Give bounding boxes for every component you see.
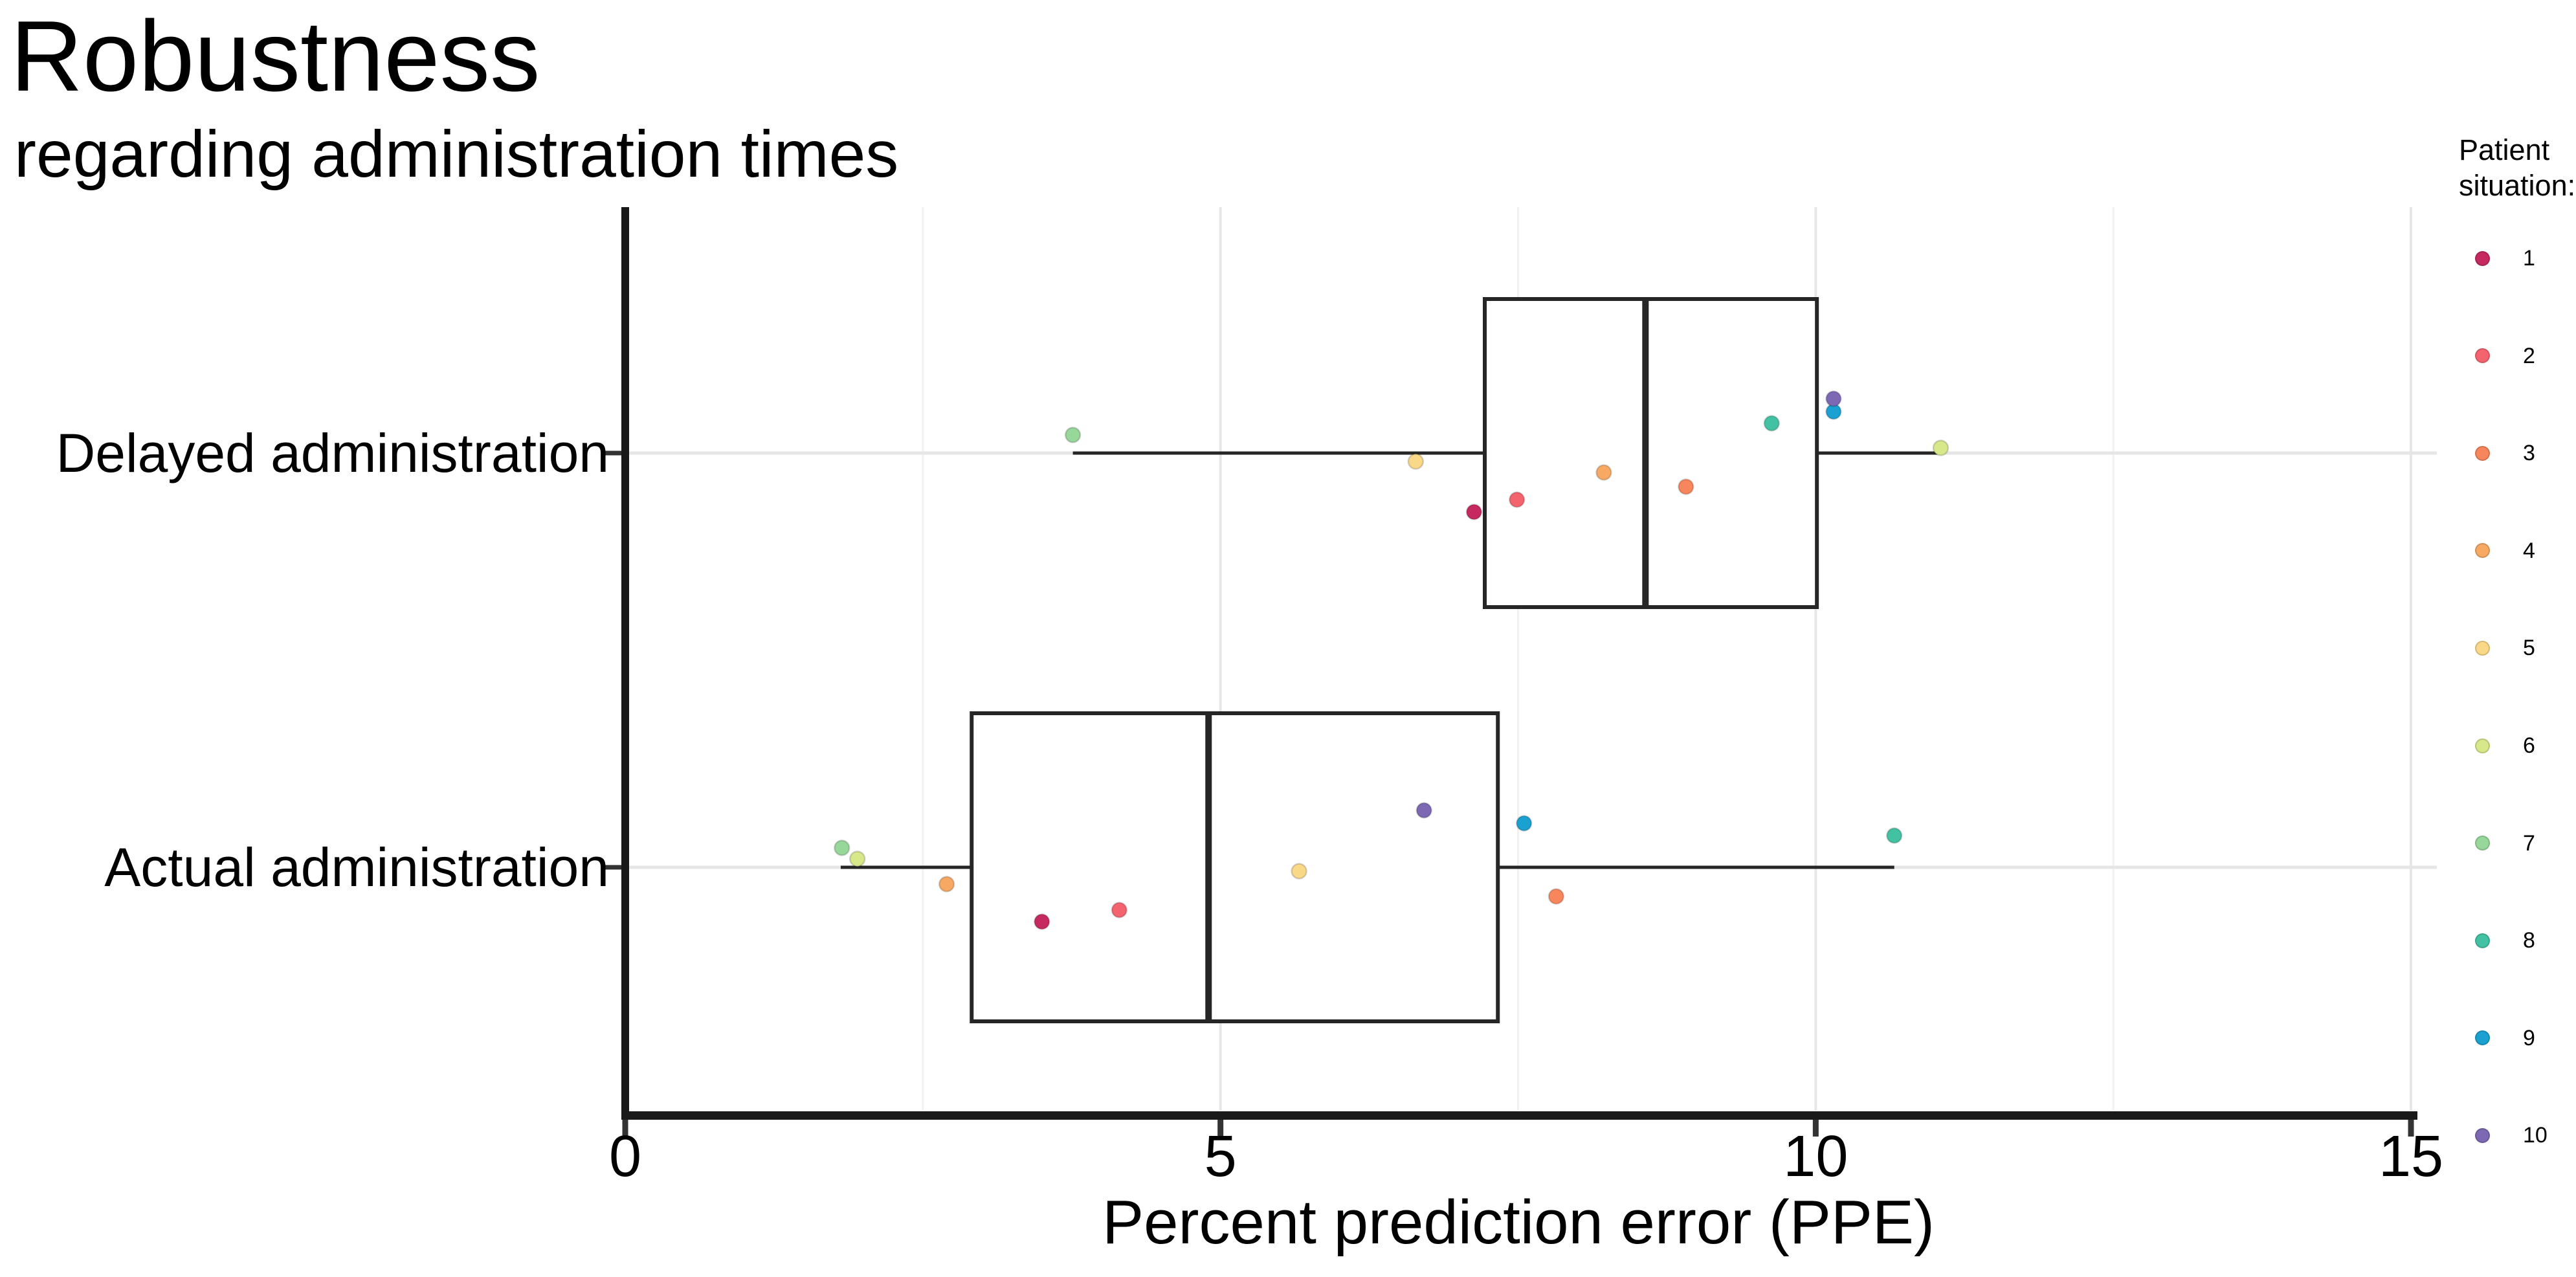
data-point-situation-3	[1548, 888, 1565, 905]
data-point-situation-7	[834, 839, 850, 856]
data-point-situation-10	[1416, 802, 1432, 819]
data-point-situation-1	[1465, 504, 1483, 520]
legend-item-label-6: 6	[2523, 733, 2535, 758]
x-tick-mark	[622, 1120, 628, 1137]
box	[970, 711, 1500, 1023]
x-tick-mark	[1812, 1120, 1819, 1137]
legend-title: Patient situation:	[2459, 133, 2576, 202]
x-tick-label-0: 0	[608, 1124, 642, 1189]
legend-dot-8	[2475, 933, 2490, 948]
data-point-situation-8	[1763, 415, 1781, 432]
data-point-situation-5	[1407, 453, 1425, 470]
data-point-situation-5	[1291, 863, 1307, 880]
legend-item-label-1: 1	[2523, 246, 2535, 271]
box	[1482, 297, 1819, 609]
legend-dot-7	[2475, 836, 2490, 851]
legend-dot-1	[2475, 250, 2490, 266]
data-point-situation-4	[938, 876, 955, 893]
x-tick-mark	[2408, 1120, 2414, 1137]
data-point-situation-4	[1595, 464, 1612, 481]
legend-dot-5	[2475, 640, 2490, 656]
legend-dot-3	[2475, 445, 2490, 461]
data-point-situation-6	[1932, 439, 1949, 456]
x-axis-title: Percent prediction error (PPE)	[1102, 1188, 1935, 1257]
legend-item-label-7: 7	[2523, 830, 2535, 856]
chart-subtitle: regarding administration times	[14, 117, 899, 191]
legend-item-label-3: 3	[2523, 441, 2535, 466]
legend-item-label-2: 2	[2523, 343, 2535, 368]
legend-item-label-5: 5	[2523, 636, 2535, 661]
legend-item-label-4: 4	[2523, 538, 2535, 563]
x-tick-mark	[1217, 1120, 1224, 1137]
legend-item-label-10: 10	[2523, 1123, 2548, 1148]
x-tick-label-10: 10	[1783, 1124, 1849, 1189]
legend-dot-4	[2475, 543, 2490, 559]
x-tick-label-5: 5	[1204, 1124, 1237, 1189]
data-point-situation-6	[849, 850, 866, 867]
data-point-situation-7	[1064, 427, 1082, 443]
data-point-situation-9	[1515, 815, 1533, 832]
data-point-situation-2	[1508, 491, 1526, 508]
data-point-situation-3	[1678, 478, 1694, 495]
legend-dot-6	[2475, 738, 2490, 753]
x-tick-label-15: 15	[2378, 1124, 2444, 1189]
data-point-situation-2	[1111, 902, 1128, 918]
y-category-label-1: Actual administration	[104, 837, 609, 898]
y-tick-mark	[605, 450, 621, 456]
data-point-situation-8	[1885, 827, 1903, 844]
legend-item-label-8: 8	[2523, 928, 2535, 953]
legend-dot-9	[2475, 1030, 2490, 1046]
y-tick-mark	[605, 865, 621, 870]
data-point-situation-10	[1825, 390, 1842, 407]
y-category-label-0: Delayed administration	[56, 423, 609, 483]
legend-item-label-9: 9	[2523, 1025, 2535, 1050]
data-point-situation-1	[1034, 913, 1050, 930]
y-axis-line	[621, 207, 629, 1120]
legend-dot-10	[2475, 1127, 2490, 1143]
chart-title: Robustness	[10, 0, 540, 112]
x-axis-line	[621, 1111, 2417, 1120]
legend-dot-2	[2475, 348, 2490, 364]
